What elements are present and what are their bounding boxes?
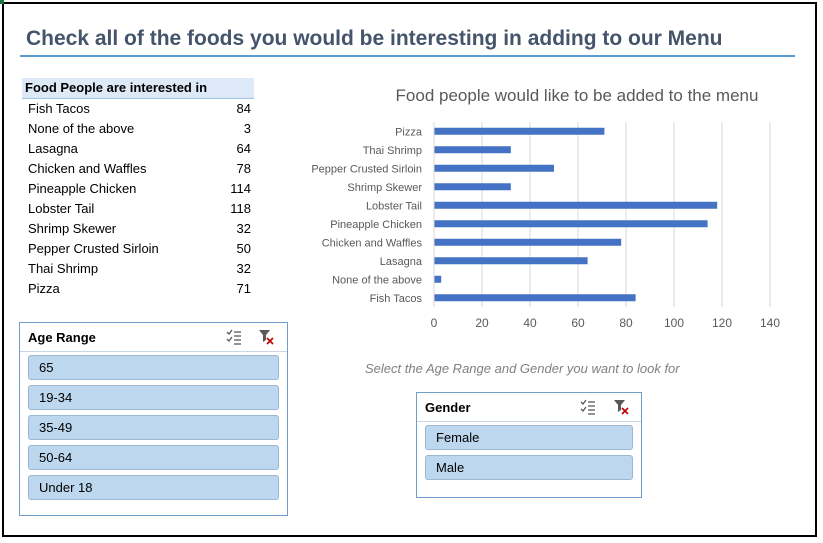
bar[interactable] [434,220,708,228]
x-tick-label: 120 [712,316,732,330]
slicer-option[interactable]: 35-49 [28,415,279,440]
y-category-label: Shrimp Skewer [347,182,422,194]
bar[interactable] [434,201,718,209]
slicer-option[interactable]: Under 18 [28,475,279,500]
title-underline [20,55,795,57]
clear-filter-icon[interactable] [258,329,274,345]
bar[interactable] [434,146,511,154]
pivot-row[interactable]: Thai Shrimp 32 [22,259,254,279]
pivot-row-value: 3 [243,121,251,136]
y-category-label: Pineapple Chicken [330,219,422,231]
age-range-slicer[interactable]: Age Range 65 19-34 35-49 50-64 Under 18 [19,322,288,516]
slicer-header: Age Range [20,323,287,352]
bar[interactable] [434,238,622,246]
y-category-label: Thai Shrimp [363,145,422,157]
y-category-label: Fish Tacos [370,293,423,305]
pivot-row-value: 71 [236,281,251,296]
x-tick-label: 140 [760,316,780,330]
y-category-label: Lobster Tail [366,200,422,212]
slicer-option[interactable]: Female [425,425,633,450]
multi-select-icon[interactable] [226,329,242,345]
bar[interactable] [434,183,511,191]
clear-filter-icon[interactable] [613,399,629,415]
x-tick-label: 80 [619,316,633,330]
pivot-row-label: Thai Shrimp [28,261,99,276]
x-tick-label: 60 [571,316,585,330]
pivot-row[interactable]: Lobster Tail 118 [22,199,254,219]
pivot-row-value: 78 [236,161,251,176]
filter-hint: Select the Age Range and Gender you want… [365,361,680,376]
slicer-option[interactable]: Male [425,455,633,480]
pivot-row[interactable]: Fish Tacos 84 [22,99,254,119]
pivot-rows: Fish Tacos 84 None of the above 3 Lasagna 64 C… [22,99,254,299]
pivot-row-label: Pepper Crusted Sirloin [28,241,159,256]
slicer-option[interactable]: 65 [28,355,279,380]
x-tick-label: 20 [475,316,489,330]
y-category-label: Lasagna [380,256,423,268]
pivot-row-value: 118 [230,201,251,216]
pivot-row[interactable]: Chicken and Waffles 78 [22,159,254,179]
pivot-row-label: Fish Tacos [28,101,90,116]
pivot-row-label: Shrimp Skewer [28,221,117,236]
bar[interactable] [434,164,554,172]
slicer-header: Gender [417,393,641,422]
pivot-row-value: 50 [236,241,251,256]
pivot-row[interactable]: Lasagna 64 [22,139,254,159]
pivot-row[interactable]: None of the above 3 [22,119,254,139]
pivot-row[interactable]: Pineapple Chicken 114 [22,179,254,199]
pivot-row-value: 84 [236,101,251,116]
slicer-title: Age Range [28,330,96,345]
pivot-row-label: Pizza [28,281,60,296]
bar[interactable] [434,294,636,302]
pivot-row-value: 32 [236,221,251,236]
pivot-row-value: 64 [236,141,251,156]
x-tick-label: 100 [664,316,684,330]
bar[interactable] [434,275,442,283]
dashboard-frame [2,2,817,537]
cell-corner-marker [0,0,4,4]
pivot-header[interactable]: Food People are interested in [22,78,254,99]
x-tick-label: 0 [431,316,438,330]
bar[interactable] [434,257,588,265]
pivot-row[interactable]: Pepper Crusted Sirloin 50 [22,239,254,259]
pivot-row[interactable]: Shrimp Skewer 32 [22,219,254,239]
slicer-title: Gender [425,400,471,415]
page-title: Check all of the foods you would be inte… [26,27,723,50]
pivot-row-label: Chicken and Waffles [28,161,147,176]
bar[interactable] [434,127,605,135]
y-category-label: Pizza [395,126,423,138]
pivot-row-value: 114 [230,181,251,196]
y-category-label: None of the above [332,274,422,286]
chart-title: Food people would like to be added to th… [396,86,759,105]
slicer-option[interactable]: 50-64 [28,445,279,470]
x-tick-label: 40 [523,316,537,330]
y-category-label: Pepper Crusted Sirloin [311,163,422,175]
pivot-row-label: None of the above [28,121,135,136]
food-bar-chart[interactable]: Food people would like to be added to th… [290,78,790,338]
pivot-row-label: Lobster Tail [28,201,95,216]
pivot-row-label: Pineapple Chicken [28,181,137,196]
pivot-row[interactable]: Pizza 71 [22,279,254,299]
pivot-row-value: 32 [236,261,251,276]
pivot-row-label: Lasagna [28,141,78,156]
y-category-label: Chicken and Waffles [322,237,423,249]
slicer-option[interactable]: 19-34 [28,385,279,410]
multi-select-icon[interactable] [580,399,596,415]
pivot-table: Food People are interested in Fish Tacos… [22,78,254,299]
gender-slicer[interactable]: Gender Female Male [416,392,642,498]
